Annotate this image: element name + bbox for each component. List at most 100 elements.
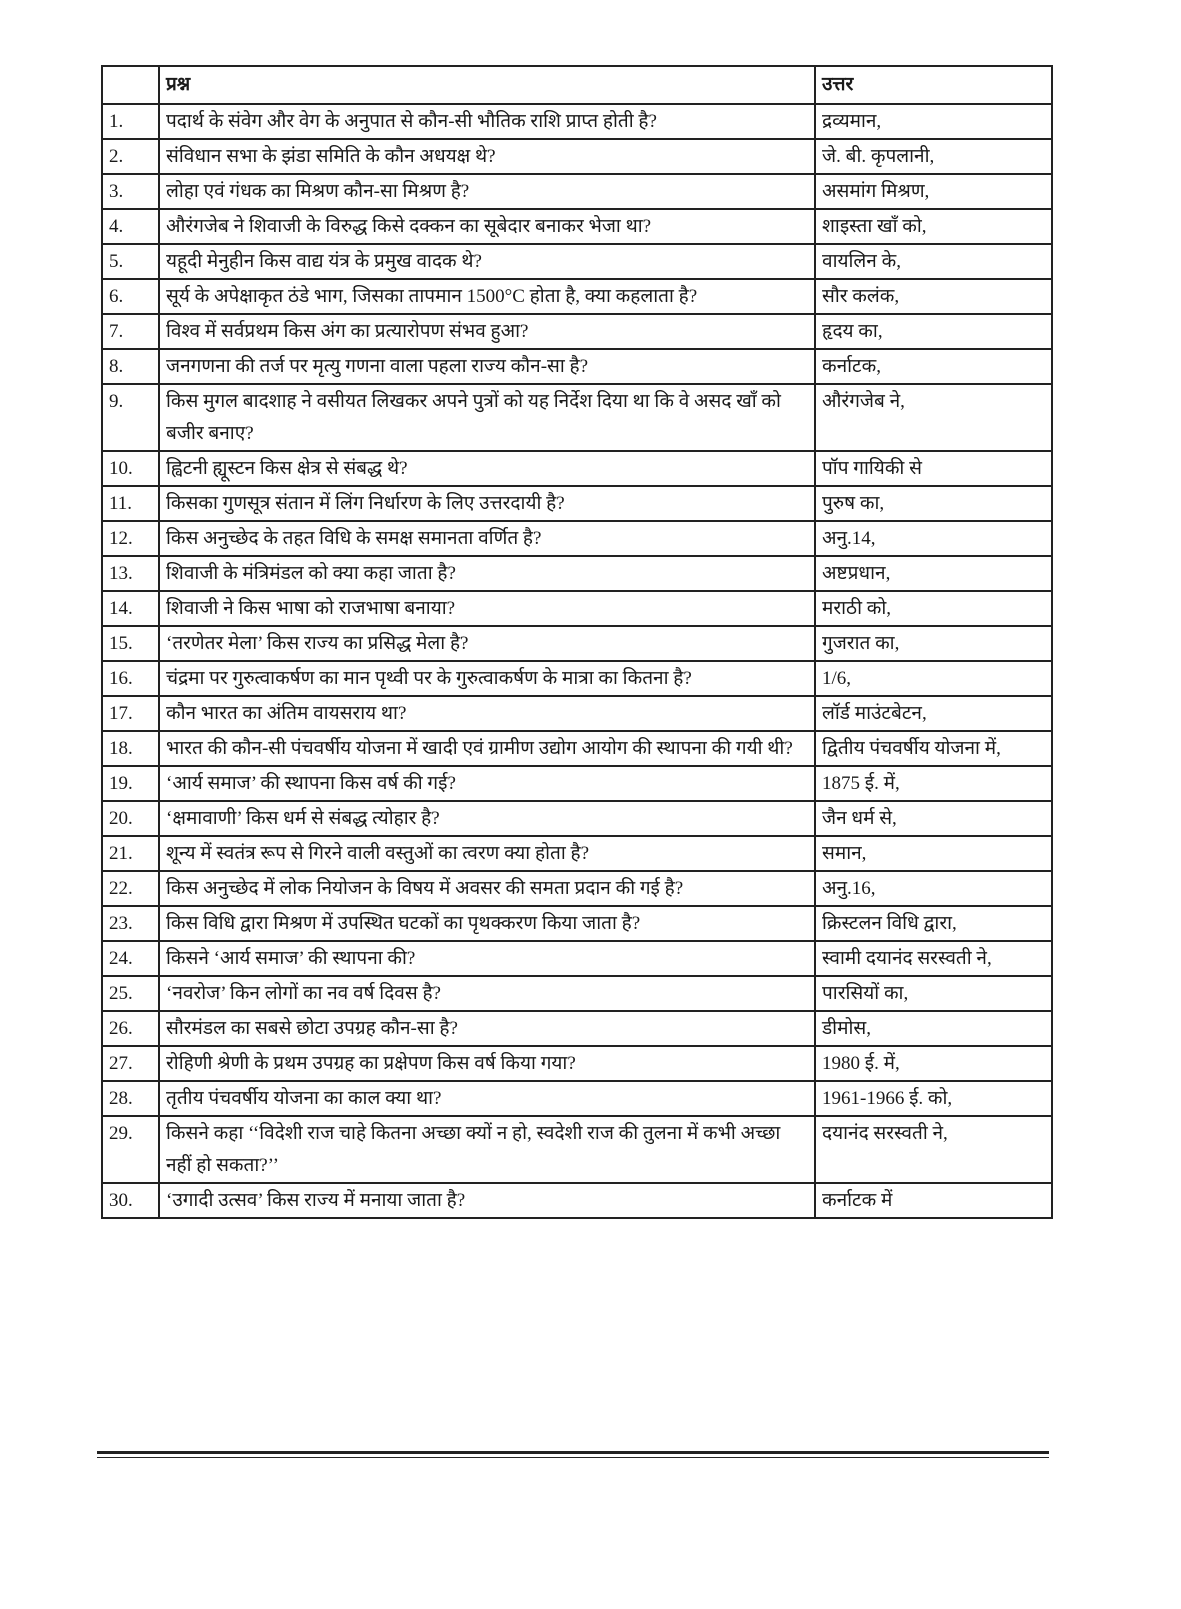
question-cell: औरंगजेब ने शिवाजी के विरुद्ध किसे दक्कन … <box>158 208 816 245</box>
question-cell: विश्व में सर्वप्रथम किस अंग का प्रत्यारो… <box>158 313 816 350</box>
row-number: 3. <box>101 173 160 210</box>
row-number: 28. <box>101 1080 160 1117</box>
table-row: 11. किसका गुणसूत्र संतान में लिंग निर्धार… <box>101 485 1053 522</box>
answer-cell: मराठी को, <box>814 590 1053 627</box>
answer-cell: स्वामी दयानंद सरस्वती ने, <box>814 940 1053 977</box>
question-cell: किस विधि द्वारा मिश्रण में उपस्थित घटकों… <box>158 905 816 942</box>
row-number: 27. <box>101 1045 160 1082</box>
table-body: 1. पदार्थ के संवेग और वेग के अनुपात से कौ… <box>101 103 1053 1219</box>
row-number: 30. <box>101 1182 160 1219</box>
header-answer: उत्तर <box>814 65 1053 105</box>
question-cell: कौन भारत का अंतिम वायसराय था? <box>158 695 816 732</box>
row-number: 12. <box>101 520 160 557</box>
table-row: 17. कौन भारत का अंतिम वायसराय था? लॉर्ड मा… <box>101 695 1053 732</box>
question-cell: शिवाजी के मंत्रिमंडल को क्या कहा जाता है… <box>158 555 816 592</box>
answer-cell: जे. बी. कृपलानी, <box>814 138 1053 175</box>
table-row: 26. सौरमंडल का सबसे छोटा उपग्रह कौन-सा है… <box>101 1010 1053 1047</box>
row-number: 21. <box>101 835 160 872</box>
question-cell: जनगणना की तर्ज पर मृत्यु गणना वाला पहला … <box>158 348 816 385</box>
table-row: 23. किस विधि द्वारा मिश्रण में उपस्थित घट… <box>101 905 1053 942</box>
question-cell: ‘क्षमावाणी’ किस धर्म से संबद्ध त्योहार ह… <box>158 800 816 837</box>
answer-cell: द्वितीय पंचवर्षीय योजना में, <box>814 730 1053 767</box>
question-cell: शिवाजी ने किस भाषा को राजभाषा बनाया? <box>158 590 816 627</box>
table-row: 12. किस अनुच्छेद के तहत विधि के समक्ष समा… <box>101 520 1053 557</box>
question-cell: यहूदी मेनुहीन किस वाद्य यंत्र के प्रमुख … <box>158 243 816 280</box>
question-cell: सौरमंडल का सबसे छोटा उपग्रह कौन-सा है? <box>158 1010 816 1047</box>
table-row: 28. तृतीय पंचवर्षीय योजना का काल क्या था?… <box>101 1080 1053 1117</box>
row-number: 7. <box>101 313 160 350</box>
answer-cell: कर्नाटक में <box>814 1182 1053 1219</box>
answer-cell: लॉर्ड माउंटबेटन, <box>814 695 1053 732</box>
question-cell: ‘उगादी उत्सव’ किस राज्य में मनाया जाता ह… <box>158 1182 816 1219</box>
answer-cell: अष्टप्रधान, <box>814 555 1053 592</box>
row-number: 26. <box>101 1010 160 1047</box>
question-cell: शून्य में स्वतंत्र रूप से गिरने वाली वस्… <box>158 835 816 872</box>
answer-cell: शाइस्ता खाँ को, <box>814 208 1053 245</box>
answer-cell: 1/6, <box>814 660 1053 697</box>
row-number: 11. <box>101 485 160 522</box>
answer-cell: 1980 ई. में, <box>814 1045 1053 1082</box>
table-row: 15. ‘तरणेतर मेला’ किस राज्य का प्रसिद्ध म… <box>101 625 1053 662</box>
question-cell: किस अनुच्छेद में लोक नियोजन के विषय में … <box>158 870 816 907</box>
header-number <box>101 65 160 105</box>
table-header-row: प्रश्न उत्तर <box>101 65 1053 105</box>
question-cell: भारत की कौन-सी पंचवर्षीय योजना में खादी … <box>158 730 816 767</box>
footer-rule-thick <box>97 1451 1049 1454</box>
table-row: 8. जनगणना की तर्ज पर मृत्यु गणना वाला पहल… <box>101 348 1053 385</box>
row-number: 22. <box>101 870 160 907</box>
table-row: 18. भारत की कौन-सी पंचवर्षीय योजना में खा… <box>101 730 1053 767</box>
row-number: 29. <box>101 1115 160 1184</box>
row-number: 25. <box>101 975 160 1012</box>
table-row: 2. संविधान सभा के झंडा समिति के कौन अधयक्… <box>101 138 1053 175</box>
table-row: 24. किसने ‘आर्य समाज’ की स्थापना की? स्वाम… <box>101 940 1053 977</box>
question-cell: सूर्य के अपेक्षाकृत ठंडे भाग, जिसका तापम… <box>158 278 816 315</box>
answer-cell: सौर कलंक, <box>814 278 1053 315</box>
table-row: 21. शून्य में स्वतंत्र रूप से गिरने वाली … <box>101 835 1053 872</box>
answer-cell: अनु.14, <box>814 520 1053 557</box>
table-row: 1. पदार्थ के संवेग और वेग के अनुपात से कौ… <box>101 103 1053 140</box>
question-cell: तृतीय पंचवर्षीय योजना का काल क्या था? <box>158 1080 816 1117</box>
table-row: 10. ह्विटनी ह्यूस्टन किस क्षेत्र से संबद्… <box>101 450 1053 487</box>
table-row: 13. शिवाजी के मंत्रिमंडल को क्या कहा जाता… <box>101 555 1053 592</box>
table-row: 27. रोहिणी श्रेणी के प्रथम उपग्रह का प्रक… <box>101 1045 1053 1082</box>
question-cell: ‘नवरोज’ किन लोगों का नव वर्ष दिवस है? <box>158 975 816 1012</box>
question-cell: लोहा एवं गंधक का मिश्रण कौन-सा मिश्रण है… <box>158 173 816 210</box>
row-number: 13. <box>101 555 160 592</box>
footer-rule-thin <box>97 1457 1049 1458</box>
answer-cell: जैन धर्म से, <box>814 800 1053 837</box>
table-row: 4. औरंगजेब ने शिवाजी के विरुद्ध किसे दक्क… <box>101 208 1053 245</box>
question-cell: किस मुगल बादशाह ने वसीयत लिखकर अपने पुत्… <box>158 383 816 452</box>
question-cell: पदार्थ के संवेग और वेग के अनुपात से कौन-… <box>158 103 816 140</box>
table-row: 6. सूर्य के अपेक्षाकृत ठंडे भाग, जिसका ता… <box>101 278 1053 315</box>
row-number: 1. <box>101 103 160 140</box>
row-number: 4. <box>101 208 160 245</box>
row-number: 17. <box>101 695 160 732</box>
header-question: प्रश्न <box>158 65 816 105</box>
row-number: 5. <box>101 243 160 280</box>
table-row: 25. ‘नवरोज’ किन लोगों का नव वर्ष दिवस है?… <box>101 975 1053 1012</box>
answer-cell: 1961-1966 ई. को, <box>814 1080 1053 1117</box>
answer-cell: क्रिस्टलन विधि द्वारा, <box>814 905 1053 942</box>
question-cell: ह्विटनी ह्यूस्टन किस क्षेत्र से संबद्ध थ… <box>158 450 816 487</box>
row-number: 10. <box>101 450 160 487</box>
question-cell: किस अनुच्छेद के तहत विधि के समक्ष समानता… <box>158 520 816 557</box>
answer-cell: अनु.16, <box>814 870 1053 907</box>
table-row: 5. यहूदी मेनुहीन किस वाद्य यंत्र के प्रमु… <box>101 243 1053 280</box>
question-cell: ‘तरणेतर मेला’ किस राज्य का प्रसिद्ध मेला… <box>158 625 816 662</box>
row-number: 9. <box>101 383 160 452</box>
table-row: 19. ‘आर्य समाज’ की स्थापना किस वर्ष की गई… <box>101 765 1053 802</box>
row-number: 6. <box>101 278 160 315</box>
row-number: 19. <box>101 765 160 802</box>
answer-cell: पुरुष का, <box>814 485 1053 522</box>
row-number: 15. <box>101 625 160 662</box>
row-number: 18. <box>101 730 160 767</box>
question-cell: किसने कहा ‘‘विदेशी राज चाहे कितना अच्छा … <box>158 1115 816 1184</box>
table-row: 7. विश्व में सर्वप्रथम किस अंग का प्रत्या… <box>101 313 1053 350</box>
table-row: 20. ‘क्षमावाणी’ किस धर्म से संबद्ध त्योहा… <box>101 800 1053 837</box>
answer-cell: 1875 ई. में, <box>814 765 1053 802</box>
answer-cell: हृदय का, <box>814 313 1053 350</box>
table-row: 29. किसने कहा ‘‘विदेशी राज चाहे कितना अच्… <box>101 1115 1053 1184</box>
row-number: 8. <box>101 348 160 385</box>
question-cell: संविधान सभा के झंडा समिति के कौन अधयक्ष … <box>158 138 816 175</box>
row-number: 24. <box>101 940 160 977</box>
